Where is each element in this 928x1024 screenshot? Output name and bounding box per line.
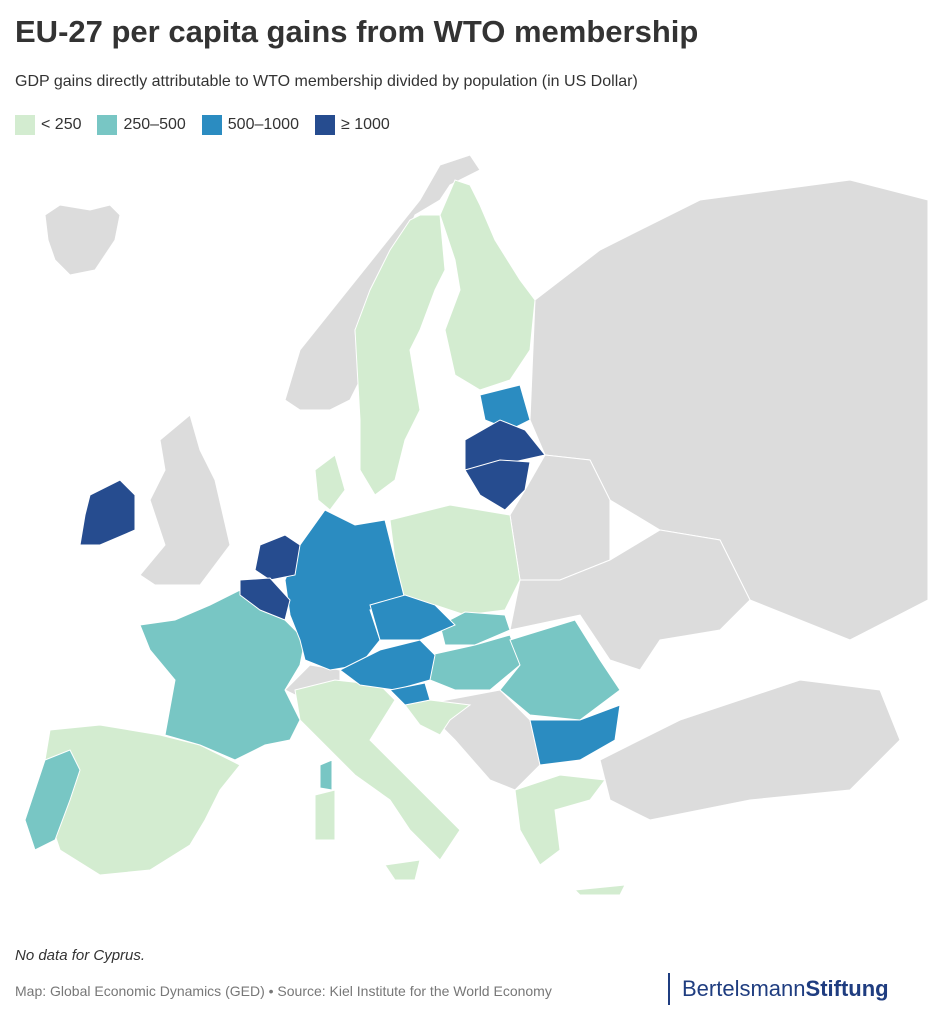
legend: < 250 250–500 500–1000 ≥ 1000 [15,115,390,135]
region [314,454,346,511]
region [384,859,421,881]
region [439,179,536,391]
region [139,414,231,586]
note: No data for Cyprus. [15,947,146,964]
region [254,534,301,581]
legend-label: ≥ 1000 [340,116,390,133]
region [369,594,456,641]
subtitle: GDP gains directly attributable to WTO m… [15,73,638,90]
legend-swatch [314,115,335,135]
source: Map: Global Economic Dynamics (GED) • So… [15,983,552,999]
logo: BertelsmannStiftung [668,973,889,1005]
region [514,774,606,866]
region [24,749,81,851]
region [79,479,136,546]
region [599,679,901,821]
region [388,682,431,706]
region [354,214,446,496]
region [479,384,531,431]
logo-text: Bertelsmann [682,976,806,1001]
region [239,577,291,621]
region [284,509,406,671]
region [319,759,333,791]
region [139,589,306,761]
region [339,639,436,691]
legend-label: < 250 [41,116,82,133]
legend-item: ≥ 1000 [314,115,390,135]
legend-label: 250–500 [123,116,186,133]
region [529,704,621,766]
legend-swatch [15,115,35,135]
legend-swatch [97,115,118,135]
region [314,789,336,841]
region [464,459,531,511]
title: EU-27 per capita gains from WTO membersh… [15,14,699,49]
region [573,884,626,896]
region [529,179,928,641]
region [44,204,121,276]
map [24,154,928,896]
legend-label: 500–1000 [227,116,299,133]
region [509,529,751,671]
logo-text: Stiftung [805,976,889,1001]
legend-item: < 250 [15,115,81,135]
legend-swatch [201,115,222,135]
legend-item: 250–500 [97,115,186,135]
legend-item: 500–1000 [201,115,299,135]
region [439,611,511,646]
region [429,634,521,691]
